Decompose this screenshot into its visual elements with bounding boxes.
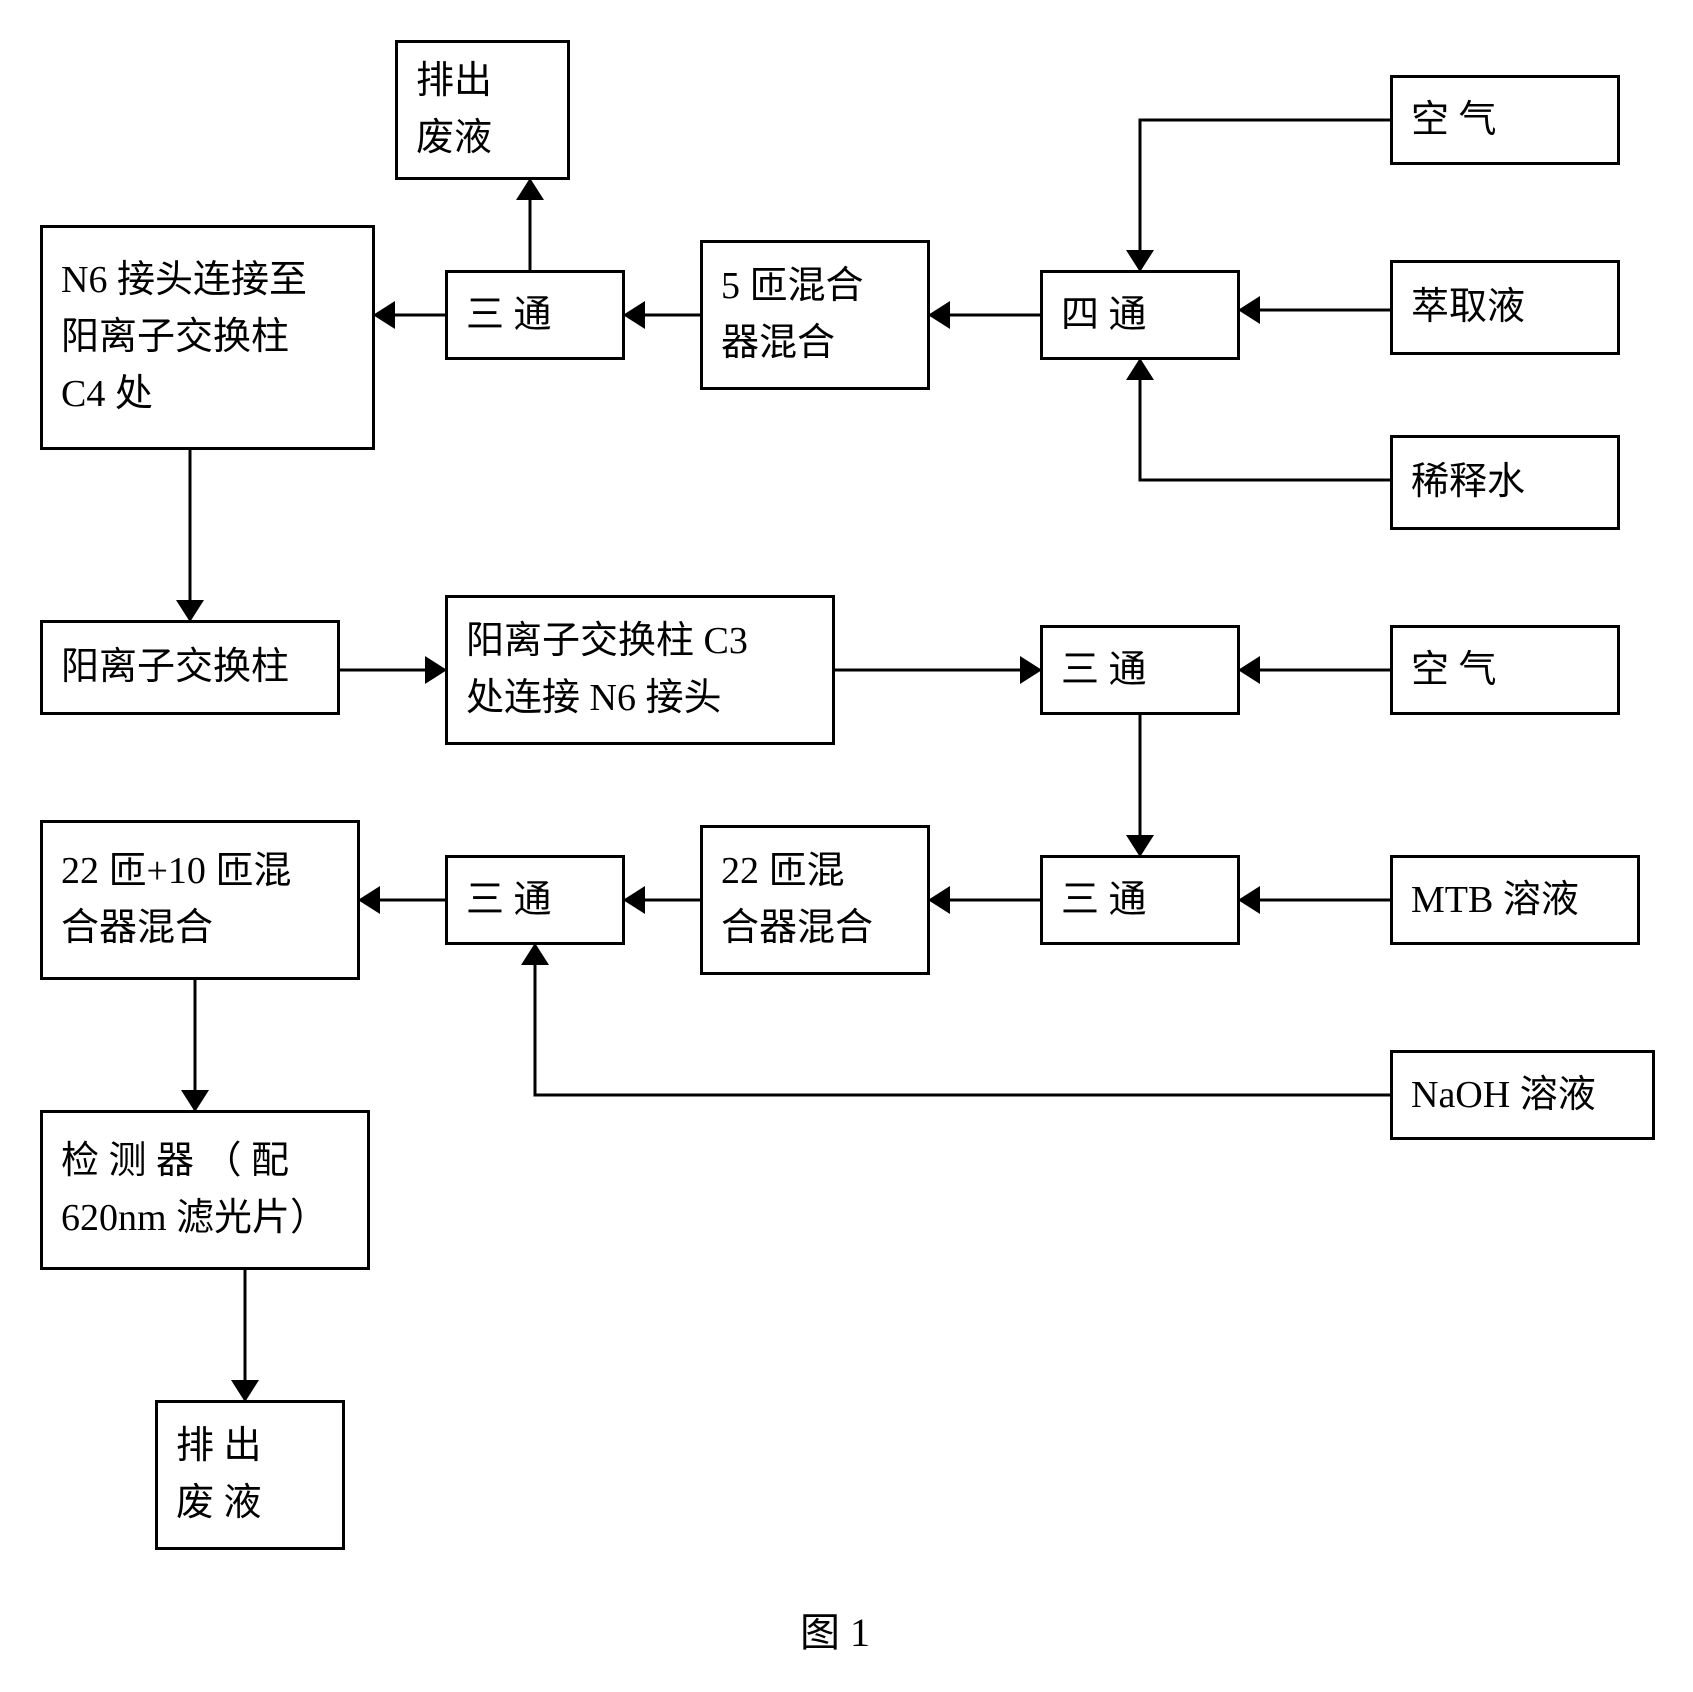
- node-n6c4: N6 接头连接至 阳离子交换柱 C4 处: [40, 225, 375, 450]
- node-c3n6: 阳离子交换柱 C3 处连接 N6 接头: [445, 595, 835, 745]
- node-mixer5: 5 匝混合 器混合: [700, 240, 930, 390]
- node-tee1: 三 通: [445, 270, 625, 360]
- node-tee2: 三 通: [1040, 625, 1240, 715]
- edge-dilute-to-four: [1140, 360, 1390, 480]
- edge-naoh-to-tee3: [535, 945, 1390, 1095]
- node-tee3: 三 通: [445, 855, 625, 945]
- node-cationcol: 阳离子交换柱: [40, 620, 340, 715]
- node-air2: 空 气: [1390, 625, 1620, 715]
- node-four: 四 通: [1040, 270, 1240, 360]
- edge-air1-to-four: [1140, 120, 1390, 270]
- node-detector: 检 测 器 （ 配 620nm 滤光片）: [40, 1110, 370, 1270]
- node-mixer2210: 22 匝+10 匝混 合器混合: [40, 820, 360, 980]
- node-dilute: 稀释水: [1390, 435, 1620, 530]
- node-extract: 萃取液: [1390, 260, 1620, 355]
- node-tee4: 三 通: [1040, 855, 1240, 945]
- node-naoh: NaOH 溶液: [1390, 1050, 1655, 1140]
- node-air1: 空 气: [1390, 75, 1620, 165]
- figure-caption: 图 1: [800, 1600, 870, 1658]
- node-waste2: 排 出 废 液: [155, 1400, 345, 1550]
- node-mtb: MTB 溶液: [1390, 855, 1640, 945]
- node-waste1: 排出 废液: [395, 40, 570, 180]
- node-mixer22: 22 匝混 合器混合: [700, 825, 930, 975]
